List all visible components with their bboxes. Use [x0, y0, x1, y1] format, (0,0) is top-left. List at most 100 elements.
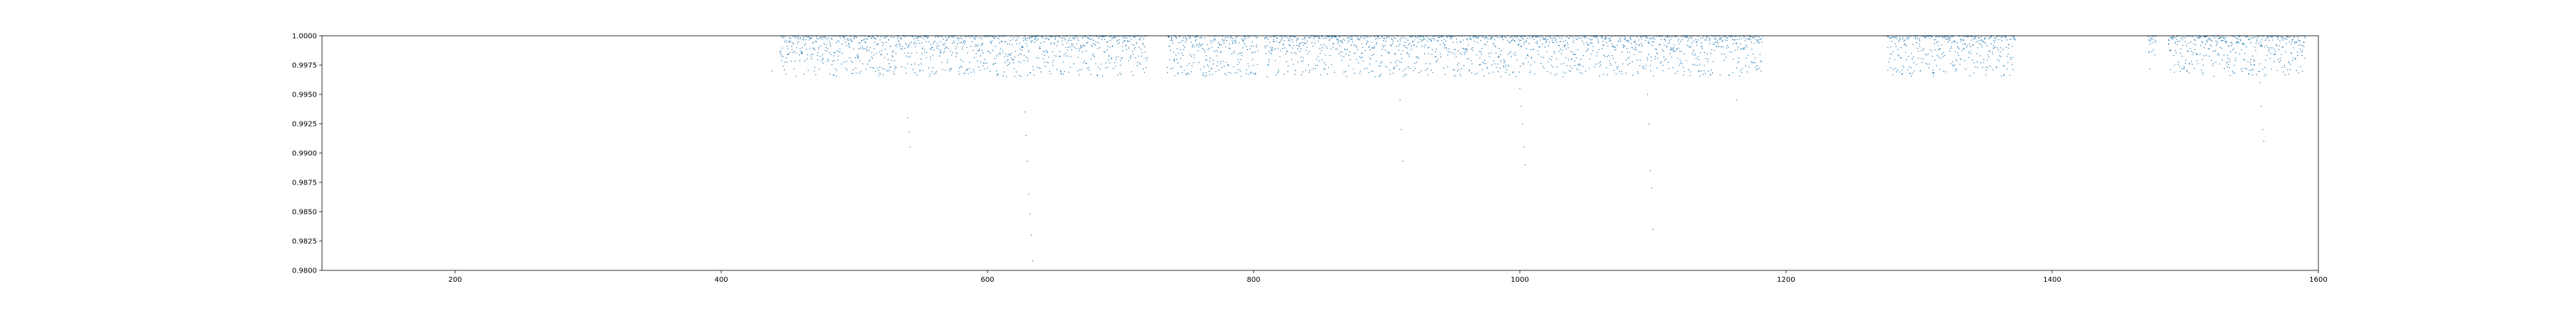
data-point — [880, 54, 882, 56]
data-point — [1345, 71, 1347, 72]
data-point — [1420, 36, 1422, 38]
data-point — [1591, 42, 1593, 44]
data-point — [1292, 47, 1294, 49]
data-point — [1347, 36, 1350, 39]
data-point — [945, 36, 947, 38]
data-point — [2188, 72, 2190, 74]
data-point — [2263, 75, 2265, 77]
data-point — [1324, 54, 1326, 56]
data-point — [1060, 70, 1062, 72]
data-point — [1038, 67, 1040, 69]
data-point — [1578, 69, 1579, 71]
data-point — [1028, 193, 1030, 195]
data-point — [1218, 41, 1219, 44]
data-point — [1651, 60, 1652, 62]
data-point — [1655, 49, 1657, 51]
data-point — [1374, 46, 1375, 48]
data-point — [1736, 99, 1737, 101]
data-point — [2248, 39, 2250, 41]
data-point — [2218, 38, 2220, 39]
data-point — [1491, 37, 1492, 39]
data-point — [796, 47, 798, 49]
data-point — [899, 44, 901, 46]
data-point — [1145, 57, 1146, 59]
data-point — [1302, 60, 1304, 62]
data-point — [958, 67, 960, 69]
data-point — [1460, 75, 1462, 77]
data-point — [1901, 74, 1903, 75]
data-point — [1573, 36, 1574, 39]
data-point — [1284, 47, 1286, 49]
data-point — [1649, 64, 1652, 67]
data-point — [1382, 44, 1384, 46]
data-point — [1642, 68, 1644, 69]
data-point — [1231, 39, 1233, 41]
data-point — [2213, 76, 2215, 77]
data-point — [911, 64, 912, 65]
data-point — [1473, 36, 1475, 39]
data-point — [1140, 36, 1141, 39]
data-point — [1319, 74, 1322, 76]
data-point — [2230, 45, 2233, 46]
data-point — [1942, 37, 1943, 39]
data-point — [2209, 37, 2210, 39]
data-point — [1309, 36, 1312, 39]
data-point — [1977, 47, 1979, 49]
data-point — [1543, 57, 1545, 58]
data-point — [2225, 62, 2228, 64]
data-point — [957, 39, 960, 41]
data-point — [1132, 50, 1133, 52]
data-point — [970, 72, 972, 73]
data-point — [1971, 39, 1973, 41]
x-tick-label: 600 — [980, 276, 994, 284]
data-point — [781, 59, 783, 62]
data-point — [1324, 37, 1326, 39]
data-point — [1933, 75, 1934, 77]
data-point — [1646, 59, 1649, 61]
data-point — [1455, 74, 1457, 77]
data-point — [1898, 39, 1901, 41]
data-point — [1409, 67, 1410, 69]
data-point — [1045, 50, 1047, 52]
data-point — [1228, 64, 1229, 66]
data-point — [1938, 49, 1940, 51]
data-point — [1759, 41, 1760, 44]
data-point — [2012, 57, 2014, 59]
data-point — [1073, 37, 1075, 39]
data-point — [1638, 44, 1639, 46]
data-point — [1413, 69, 1415, 72]
data-point — [937, 36, 940, 38]
data-point — [1407, 66, 1409, 67]
data-point — [1277, 47, 1279, 49]
data-point — [1413, 44, 1415, 46]
data-point — [1460, 41, 1462, 44]
data-point — [957, 43, 958, 44]
data-point — [1924, 36, 1926, 38]
data-point — [1073, 46, 1075, 48]
data-point — [1340, 40, 1342, 41]
data-point — [960, 59, 962, 61]
data-point — [1570, 71, 1571, 72]
data-point — [1612, 45, 1614, 46]
data-point — [1182, 44, 1184, 46]
data-point — [830, 45, 831, 46]
data-point — [1634, 49, 1636, 51]
data-point — [1303, 57, 1304, 59]
data-point — [1246, 49, 1248, 51]
data-point — [1219, 63, 1221, 64]
data-point — [1189, 54, 1191, 56]
data-point — [907, 46, 909, 49]
data-point — [2208, 55, 2210, 57]
data-point — [2291, 41, 2293, 43]
data-point — [1661, 36, 1662, 37]
data-point — [1289, 36, 1291, 38]
data-point — [1950, 37, 1951, 39]
data-point — [2255, 49, 2257, 52]
data-point — [1001, 41, 1002, 43]
data-point — [2250, 64, 2252, 66]
data-point — [1928, 67, 1930, 69]
data-point — [885, 41, 887, 44]
data-point — [1607, 38, 1609, 39]
data-point — [951, 54, 952, 56]
data-point — [855, 72, 857, 74]
